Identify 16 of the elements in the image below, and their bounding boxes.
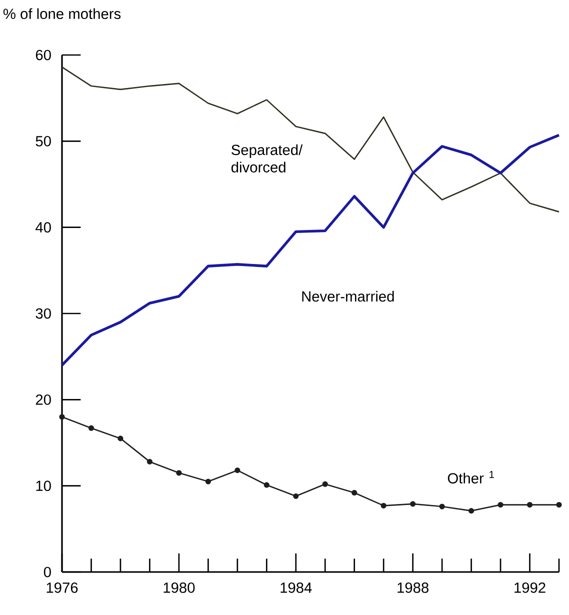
y-tick-label: 40 bbox=[36, 222, 51, 233]
y-tick-label: 30 bbox=[36, 308, 51, 319]
y-tick-label: 20 bbox=[36, 394, 51, 405]
x-tick-label: 1992 bbox=[514, 582, 546, 593]
x-tick-label: 1980 bbox=[164, 582, 195, 593]
text: Never-married bbox=[302, 290, 394, 302]
y-tick-label: 50 bbox=[36, 136, 51, 146]
y-tick-label: 60 bbox=[36, 50, 51, 60]
x-tick-label: 1988 bbox=[398, 582, 428, 593]
x-tick-label: 1976 bbox=[46, 582, 78, 593]
x-tick-label: 1984 bbox=[280, 582, 312, 593]
y-tick-label: 10 bbox=[36, 480, 51, 492]
y-tick-label: 0 bbox=[44, 566, 51, 578]
y-axis-title: % of lone mothers bbox=[3, 8, 121, 20]
series-label: Other $^{1}$ bbox=[448, 470, 494, 484]
series-label: Separated/ divorced bbox=[231, 144, 303, 172]
